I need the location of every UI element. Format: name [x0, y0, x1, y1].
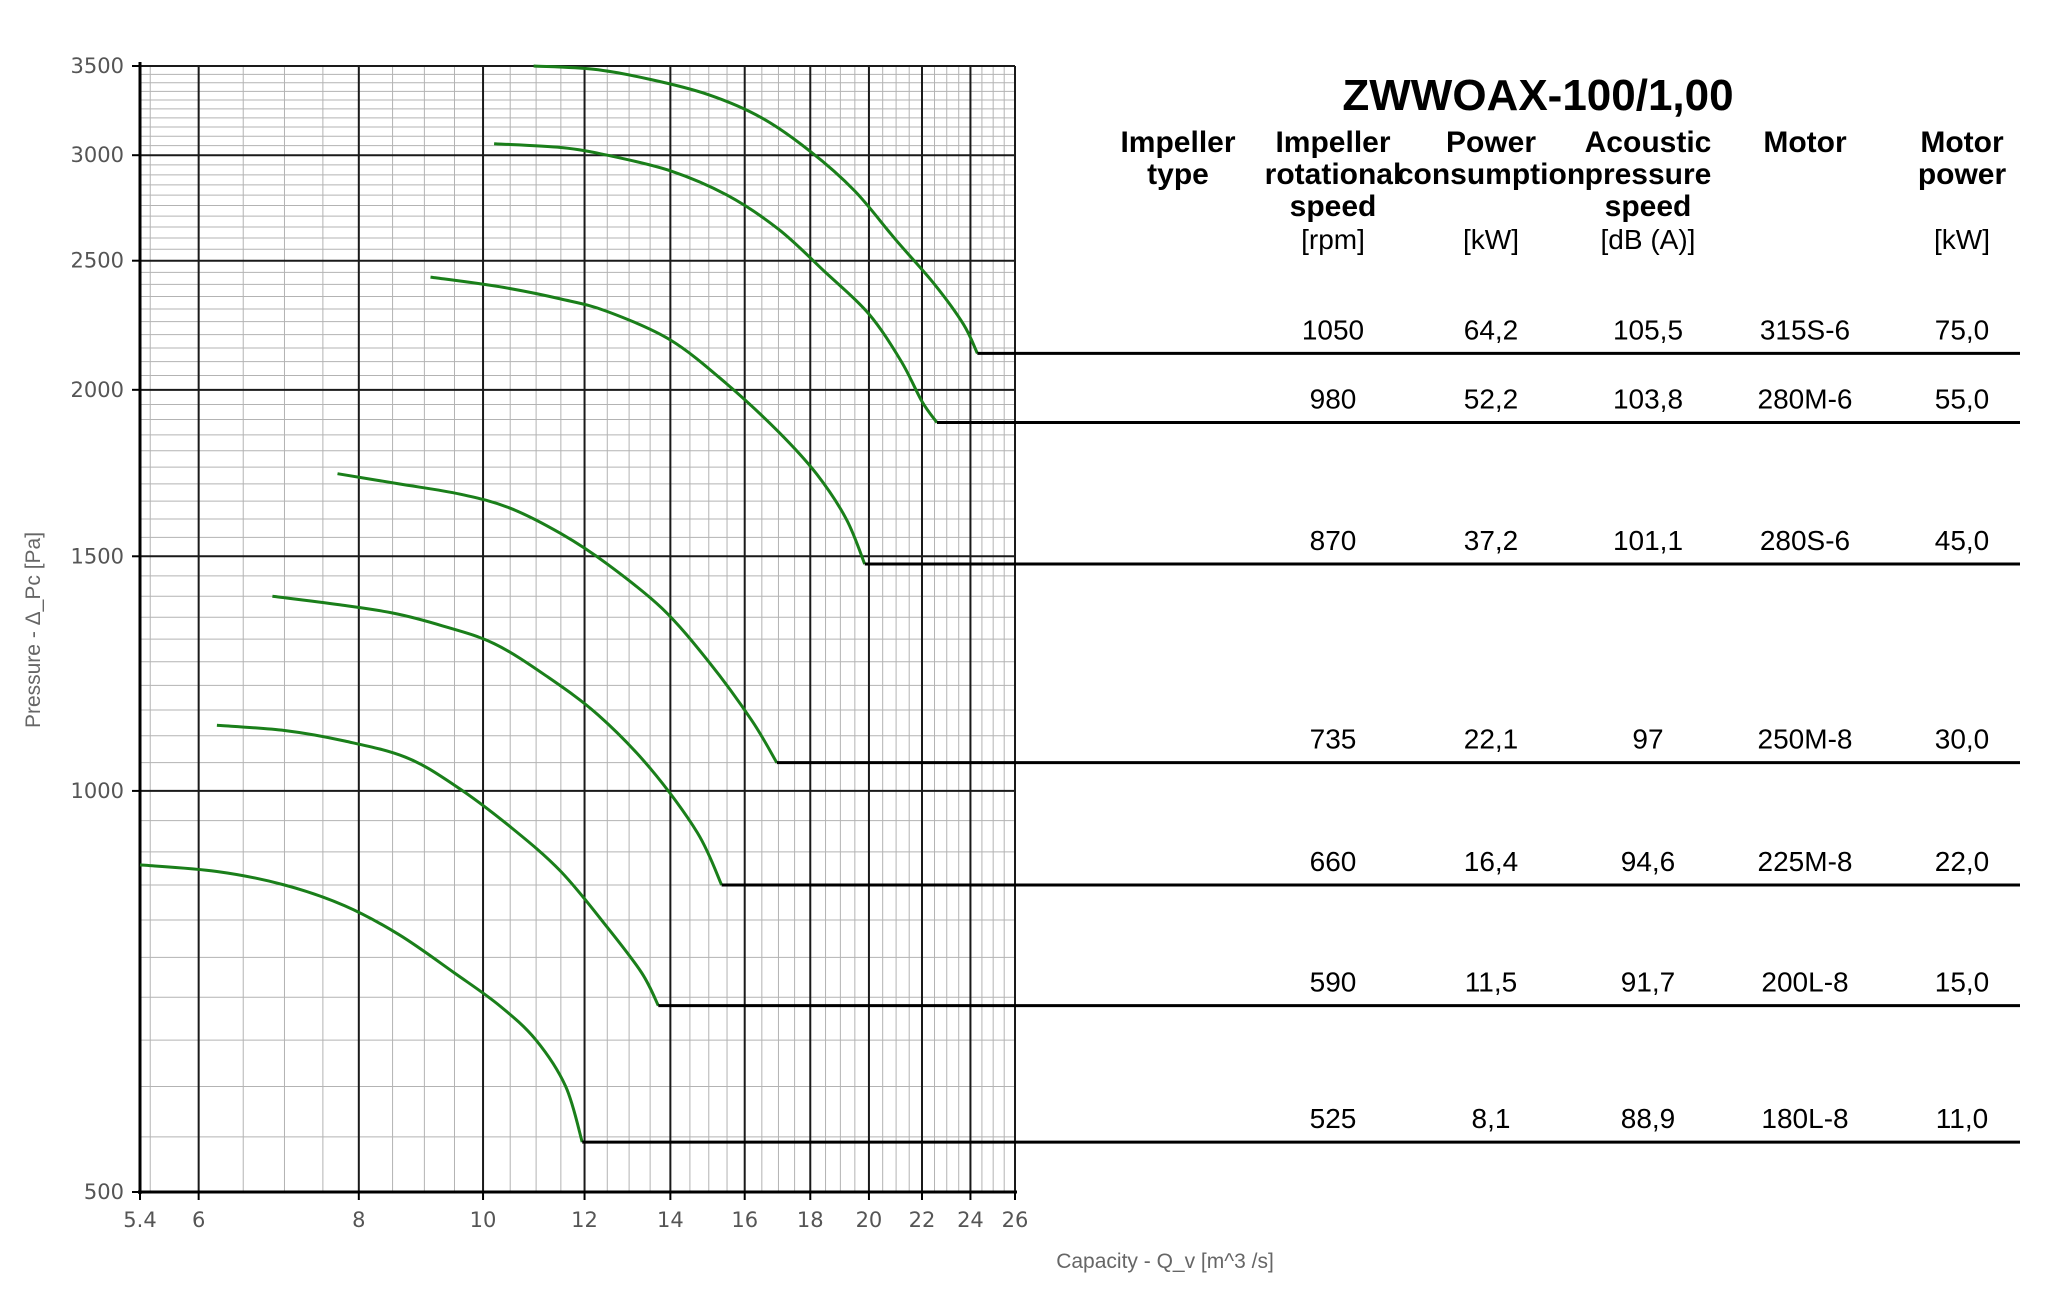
table-cell-motor_power: 30,0: [1935, 724, 1990, 755]
x-tick-label: 14: [657, 1208, 684, 1232]
y-tick-label: 2500: [71, 249, 124, 273]
x-tick-label: 18: [797, 1208, 824, 1232]
table-cell-motor_power: 45,0: [1935, 525, 1990, 556]
table-header-unit: [dB (A)]: [1601, 224, 1696, 255]
x-tick-label: 16: [731, 1208, 758, 1232]
table-header-unit: [kW]: [1934, 224, 1990, 255]
table-cell-power: 52,2: [1464, 384, 1519, 415]
table-header-unit: [rpm]: [1301, 224, 1365, 255]
table-cell-power: 37,2: [1464, 525, 1519, 556]
table-cell-db: 91,7: [1621, 967, 1676, 998]
curve-735-rpm: [337, 472, 779, 764]
table-header: rotational: [1265, 158, 1402, 191]
table-cell-power: 64,2: [1464, 314, 1519, 345]
table-cell-motor_power: 15,0: [1935, 967, 1990, 998]
table-cell-motor: 180L-8: [1761, 1103, 1848, 1134]
y-tick-label: 1000: [71, 779, 124, 803]
specs-table: ImpellertypeImpellerrotationalspeed[rpm]…: [1120, 126, 2006, 1134]
curve-590-rpm: [216, 723, 660, 1007]
x-tick-label: 6: [192, 1208, 205, 1232]
performance-curves: [139, 64, 979, 1143]
table-cell-db: 103,8: [1613, 384, 1683, 415]
axis-ticks: 5.4 6 8 10 12 14 16 18 20 22 24 26 500 1000 1500 2000 25…: [71, 54, 1029, 1232]
table-cell-rpm: 590: [1310, 967, 1357, 998]
curve-980-rpm: [494, 142, 939, 424]
table-header: Acoustic: [1585, 126, 1712, 159]
y-tick-label: 3000: [71, 143, 124, 167]
table-cell-motor_power: 22,0: [1935, 846, 1990, 877]
table-cell-db: 88,9: [1621, 1103, 1676, 1134]
table-cell-db: 105,5: [1613, 314, 1683, 345]
table-header: Impeller: [1120, 126, 1235, 159]
table-cell-power: 11,5: [1465, 967, 1517, 998]
x-tick-label: 5.4: [123, 1208, 156, 1232]
table-header: power: [1918, 158, 2007, 191]
curve-660-rpm: [272, 594, 723, 886]
x-tick-label: 20: [856, 1208, 883, 1232]
table-cell-motor: 280S-6: [1760, 525, 1850, 556]
x-tick-label: 26: [1002, 1208, 1029, 1232]
table-header: Impeller: [1275, 126, 1390, 159]
table-cell-motor_power: 55,0: [1935, 384, 1990, 415]
table-cell-power: 16,4: [1464, 846, 1519, 877]
table-cell-rpm: 1050: [1302, 314, 1364, 345]
y-axis-label: Pressure - Δ_Pc [Pa]: [22, 532, 45, 728]
table-cell-motor: 225M-8: [1758, 846, 1853, 877]
table-header: Motor: [1920, 126, 2004, 159]
table-header: speed: [1605, 190, 1692, 223]
table-header: Power: [1446, 126, 1536, 159]
leader-lines: [582, 351, 2020, 1144]
table-cell-rpm: 980: [1310, 384, 1357, 415]
x-tick-label: 8: [352, 1208, 365, 1232]
table-cell-motor_power: 11,0: [1936, 1103, 1988, 1134]
curve-870-rpm: [430, 275, 867, 565]
table-cell-rpm: 870: [1310, 525, 1357, 556]
y-tick-label: 3500: [71, 54, 124, 78]
table-cell-rpm: 525: [1310, 1103, 1357, 1134]
table-header: consumption: [1397, 158, 1585, 191]
table-cell-power: 22,1: [1464, 724, 1519, 755]
chart-grid: [138, 62, 1017, 1194]
chart-title: ZWWOAX-100/1,00: [1342, 71, 1733, 120]
curve-525-rpm: [139, 863, 584, 1143]
x-tick-label: 10: [470, 1208, 497, 1232]
table-cell-power: 8,1: [1472, 1103, 1511, 1134]
table-cell-db: 97: [1632, 724, 1663, 755]
table-header-unit: [kW]: [1463, 224, 1519, 255]
table-header: Motor: [1763, 126, 1847, 159]
x-tick-label: 22: [909, 1208, 936, 1232]
table-cell-motor: 200L-8: [1761, 967, 1848, 998]
x-tick-label: 24: [957, 1208, 984, 1232]
curve-1050-rpm: [533, 64, 979, 355]
table-cell-rpm: 660: [1310, 846, 1357, 877]
x-tick-label: 12: [571, 1208, 598, 1232]
table-cell-motor: 315S-6: [1760, 314, 1850, 345]
table-header: pressure: [1585, 158, 1712, 191]
x-axis-label: Capacity - Q_v [m^3 /s]: [1056, 1250, 1274, 1273]
y-tick-label: 2000: [71, 378, 124, 402]
table-header: speed: [1290, 190, 1377, 223]
table-cell-motor_power: 75,0: [1935, 314, 1990, 345]
table-cell-motor: 280M-6: [1758, 384, 1853, 415]
table-cell-db: 94,6: [1621, 846, 1676, 877]
y-tick-label: 1500: [71, 544, 124, 568]
table-cell-rpm: 735: [1310, 724, 1357, 755]
table-cell-motor: 250M-8: [1758, 724, 1853, 755]
y-tick-label: 500: [84, 1180, 124, 1204]
table-header: type: [1147, 158, 1209, 191]
table-cell-db: 101,1: [1613, 525, 1683, 556]
